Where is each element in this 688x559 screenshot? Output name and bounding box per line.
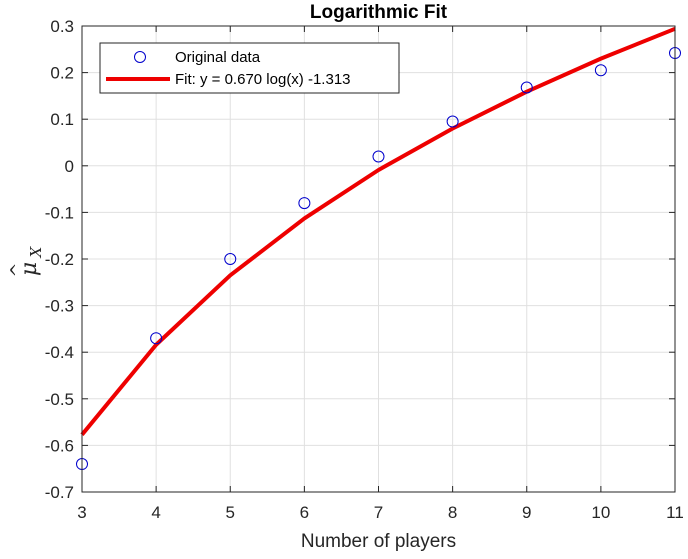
fit-line bbox=[80, 26, 676, 436]
x-tick-label: 7 bbox=[374, 503, 383, 522]
legend-box bbox=[99, 42, 400, 94]
chart-title: Logarithmic Fit bbox=[310, 2, 448, 23]
data-point bbox=[150, 332, 163, 345]
data-point bbox=[298, 197, 311, 210]
y-tick-label: -0.2 bbox=[45, 250, 74, 269]
data-point bbox=[372, 150, 385, 163]
y-axis-label-base: μ bbox=[17, 262, 42, 276]
x-tick-label: 11 bbox=[666, 503, 684, 522]
x-tick-label: 5 bbox=[226, 503, 235, 522]
data-point bbox=[594, 64, 607, 77]
y-tick-label: 0.3 bbox=[50, 17, 74, 36]
legend-label-original-data: Original data bbox=[175, 49, 261, 66]
y-tick-label: 0.2 bbox=[50, 64, 74, 83]
x-tick-label: 8 bbox=[448, 503, 457, 522]
x-tick-label: 6 bbox=[300, 503, 309, 522]
y-tick-label: -0.5 bbox=[45, 390, 74, 409]
series-layer bbox=[76, 26, 681, 471]
x-tick-label: 9 bbox=[522, 503, 531, 522]
legend-label-fit: Fit: y = 0.670 log(x) -1.313 bbox=[175, 71, 351, 88]
tick-labels: 3 4 5 6 7 8 9 10 11 -0.7 -0.6 -0.5 -0.4 -0.3 -0.2 -0.1 0… bbox=[45, 17, 684, 522]
x-tick-label: 3 bbox=[77, 503, 86, 522]
y-tick-label: -0.1 bbox=[45, 203, 74, 222]
x-tick-label: 4 bbox=[151, 503, 160, 522]
ticks bbox=[81, 25, 676, 493]
y-tick-label: 0.1 bbox=[50, 110, 74, 129]
data-point bbox=[520, 81, 533, 94]
y-tick-label: -0.3 bbox=[45, 297, 74, 316]
y-axis-label-hat: ^ bbox=[7, 262, 28, 277]
data-point bbox=[224, 253, 237, 265]
y-tick-label: -0.4 bbox=[45, 343, 74, 362]
y-axis-label-subscript: X bbox=[27, 245, 45, 258]
y-tick-label: 0 bbox=[65, 157, 74, 176]
x-tick-label: 10 bbox=[591, 503, 610, 522]
y-tick-label: -0.6 bbox=[45, 436, 74, 455]
y-axis-label: μ ^ X bbox=[7, 245, 45, 277]
x-axis-label: Number of players bbox=[301, 531, 456, 552]
data-point bbox=[446, 115, 459, 128]
legend-marker-original-data bbox=[134, 51, 146, 63]
legend: Original data Fit: y = 0.670 log(x) -1.3… bbox=[99, 42, 400, 94]
y-tick-label: -0.7 bbox=[45, 483, 74, 502]
